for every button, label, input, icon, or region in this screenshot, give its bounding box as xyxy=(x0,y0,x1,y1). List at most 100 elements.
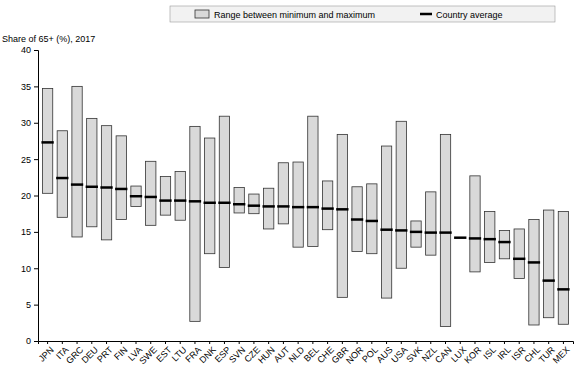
x-tick-mark xyxy=(224,341,225,344)
range-bar xyxy=(499,230,509,258)
y-tick-label: 15 xyxy=(21,227,31,237)
average-mark xyxy=(56,177,68,180)
y-axis-title: Share of 65+ (%), 2017 xyxy=(2,34,95,44)
y-tick-label: 35 xyxy=(21,82,31,92)
y-tick-mark xyxy=(34,232,38,233)
x-tick: FIN xyxy=(112,341,129,362)
y-axis-line xyxy=(34,51,39,342)
x-tick: USA xyxy=(389,341,409,365)
range-bar xyxy=(146,161,156,225)
x-tick-mark xyxy=(150,341,151,344)
legend-label: Range between minimum and maximum xyxy=(214,10,375,20)
range-bar xyxy=(160,177,170,216)
x-tick: NOR xyxy=(344,341,366,365)
x-tick: KOR xyxy=(462,341,483,365)
average-mark xyxy=(380,228,392,231)
average-mark xyxy=(71,183,83,186)
range-bar xyxy=(263,188,273,229)
y-tick-mark xyxy=(34,50,38,51)
x-tick-mark xyxy=(563,341,564,344)
y-axis: 0510152025303540 xyxy=(21,45,39,346)
x-tick-mark xyxy=(121,341,122,344)
range-bar xyxy=(411,221,421,247)
y-tick: 35 xyxy=(21,82,38,92)
y-tick: 5 xyxy=(26,300,38,310)
x-tick: ISL xyxy=(481,341,498,361)
average-mark xyxy=(218,202,230,205)
y-tick-label: 5 xyxy=(26,300,31,310)
y-tick: 15 xyxy=(21,227,38,237)
range-bar xyxy=(249,194,259,214)
range-bar xyxy=(470,176,480,272)
x-tick-mark xyxy=(386,341,387,344)
range-bar xyxy=(322,181,332,230)
range-bar xyxy=(381,146,391,298)
x-tick-mark xyxy=(445,341,446,344)
average-mark xyxy=(425,231,437,234)
y-tick: 10 xyxy=(21,264,38,274)
x-tick-mark xyxy=(136,341,137,344)
x-tick-mark xyxy=(268,341,269,344)
x-tick-mark xyxy=(474,341,475,344)
range-bar xyxy=(514,229,524,278)
y-tick: 0 xyxy=(26,336,38,346)
range-bar xyxy=(205,138,215,254)
x-tick-mark xyxy=(533,341,534,344)
average-mark xyxy=(336,208,348,211)
legend: Range between minimum and maximumCountry… xyxy=(170,6,555,22)
x-tick-mark xyxy=(180,341,181,344)
average-mark xyxy=(557,288,569,291)
range-bar xyxy=(485,212,495,263)
plot: 0510152025303540JPNITAGRCDEUPRTFINLVASWE… xyxy=(21,45,574,365)
x-tick-mark xyxy=(357,341,358,344)
average-mark xyxy=(100,186,112,189)
range-bar xyxy=(352,187,362,252)
x-tick-mark xyxy=(106,341,107,344)
x-tick-label: FIN xyxy=(112,345,129,362)
average-mark xyxy=(454,236,466,239)
y-tick: 30 xyxy=(21,118,38,128)
x-tick-mark xyxy=(298,341,299,344)
range-bar xyxy=(116,136,126,220)
average-mark xyxy=(351,218,363,221)
range-bar xyxy=(131,186,141,206)
x-tick-mark xyxy=(91,341,92,344)
x-tick: SWE xyxy=(137,341,159,365)
y-tick-label: 0 xyxy=(26,336,31,346)
average-mark xyxy=(115,188,127,191)
average-mark xyxy=(145,196,157,199)
range-bar xyxy=(175,171,185,220)
legend-box xyxy=(170,6,555,22)
x-tick-mark xyxy=(460,341,461,344)
range-bar xyxy=(367,184,377,254)
range-bar xyxy=(278,163,288,224)
x-tick: DNK xyxy=(197,341,218,365)
range-bar xyxy=(101,126,111,240)
y-tick-label: 25 xyxy=(21,155,31,165)
average-mark xyxy=(498,241,510,244)
average-mark xyxy=(528,261,540,264)
x-tick: SVK xyxy=(404,341,424,364)
y-tick-label: 20 xyxy=(21,191,31,201)
average-mark xyxy=(513,258,525,261)
range-bar xyxy=(293,162,303,247)
x-tick-mark xyxy=(327,341,328,344)
average-mark xyxy=(307,206,319,209)
x-tick: DEU xyxy=(79,341,100,365)
x-tick-mark xyxy=(430,341,431,344)
x-tick-mark xyxy=(312,341,313,344)
x-tick: SVN xyxy=(227,341,247,365)
range-bar xyxy=(57,131,67,218)
y-tick-mark xyxy=(34,268,38,269)
legend-swatch xyxy=(195,10,209,18)
x-tick: NLD xyxy=(287,341,307,364)
average-mark xyxy=(130,195,142,198)
x-tick: EST xyxy=(154,341,174,364)
range-bar xyxy=(426,192,436,255)
x-tick-mark xyxy=(77,341,78,344)
y-tick-mark xyxy=(34,86,38,87)
average-mark xyxy=(439,231,451,234)
x-tick-mark xyxy=(283,341,284,344)
y-tick-mark xyxy=(34,341,38,342)
x-tick-mark xyxy=(239,341,240,344)
